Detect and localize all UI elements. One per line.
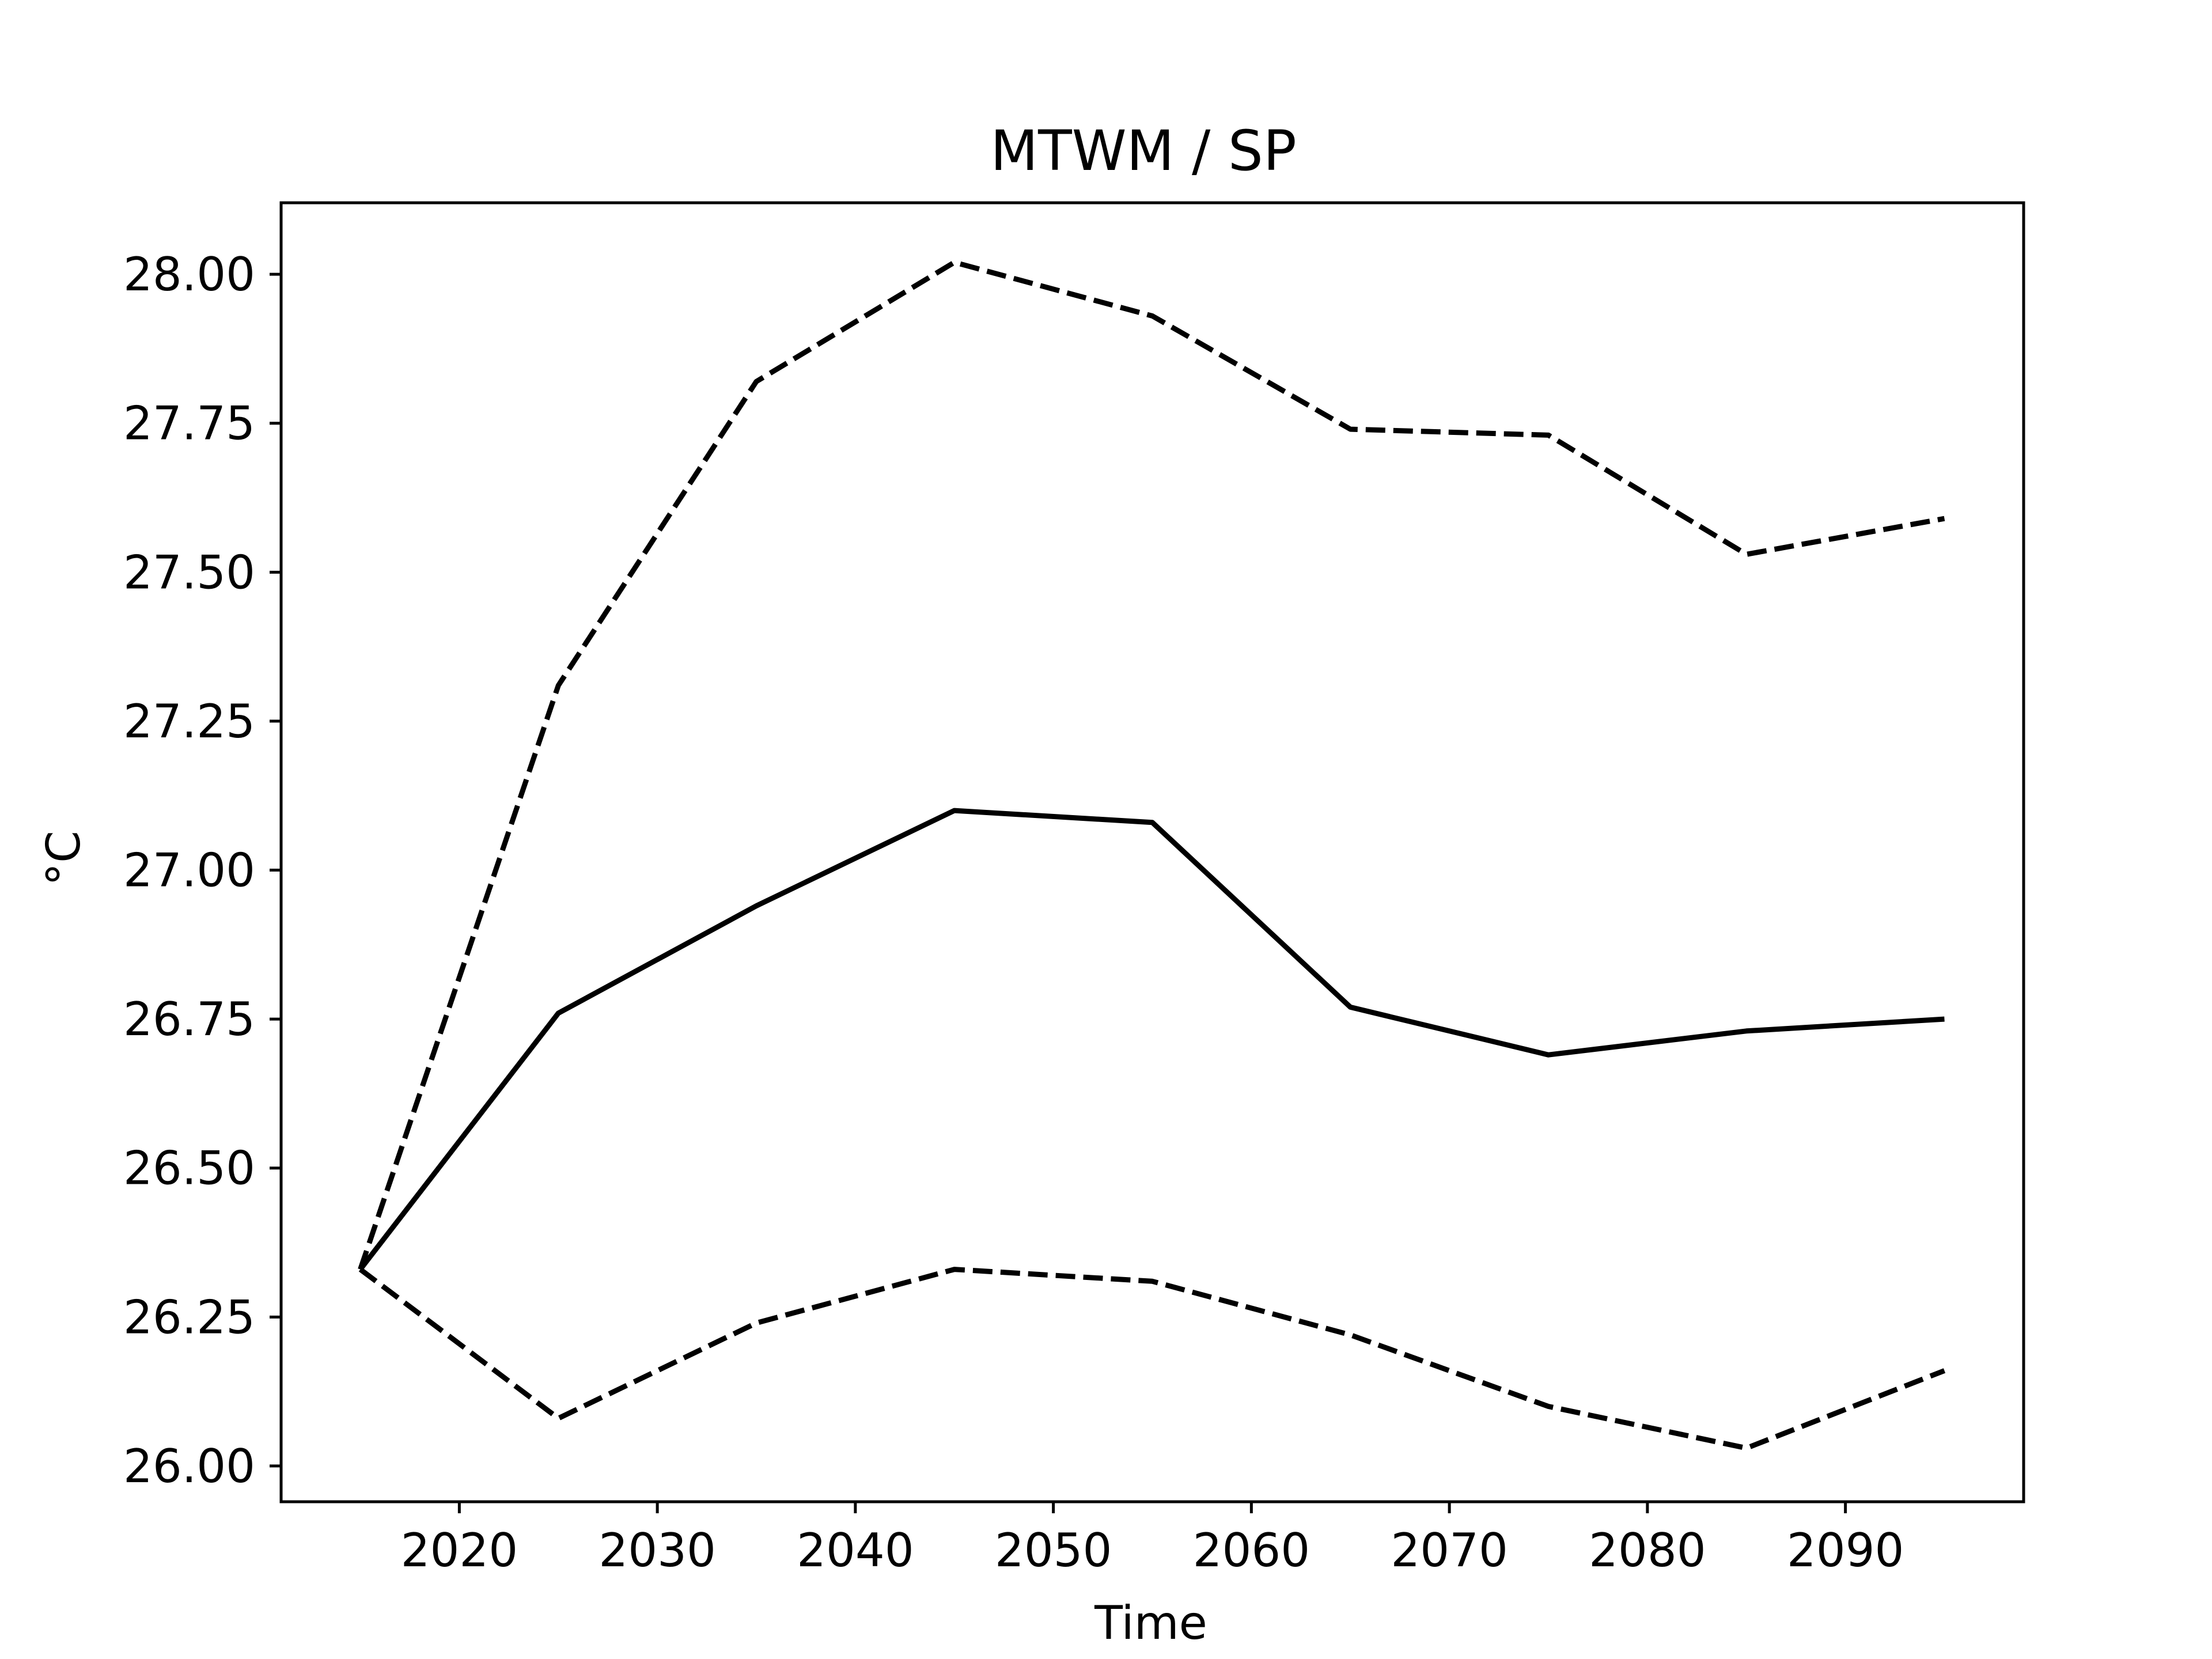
y-tick-label: 26.75 xyxy=(123,993,255,1046)
y-tick-label: 27.75 xyxy=(123,397,255,450)
plot-frame xyxy=(279,201,2025,1503)
x-tick-label: 2080 xyxy=(1589,1524,1706,1577)
y-axis-label: °C xyxy=(37,831,90,886)
y-tick-label: 27.00 xyxy=(123,844,255,897)
y-tick-label: 26.50 xyxy=(123,1142,255,1195)
x-tick-label: 2060 xyxy=(1193,1524,1310,1577)
y-axis: 26.00 26.25 26.50 26.75 27.00 27.25 27.50 27.75… xyxy=(123,248,281,1493)
series-line-1 xyxy=(358,808,1945,1271)
y-tick-label: 26.00 xyxy=(123,1440,255,1493)
y-tick-label: 27.25 xyxy=(123,695,255,748)
y-tick-label: 27.50 xyxy=(123,546,255,599)
y-tick-label: 28.00 xyxy=(123,248,255,301)
x-axis-label: Time xyxy=(1094,1596,1207,1650)
series-line-3 xyxy=(358,1267,1946,1451)
x-tick-label: 2020 xyxy=(401,1524,518,1577)
x-tick-label: 2030 xyxy=(599,1524,716,1577)
x-tick-label: 2040 xyxy=(797,1524,914,1577)
x-axis: 2020 2030 2040 2050 2060 2070 2080 2090 xyxy=(401,1502,1904,1577)
y-tick-label: 26.25 xyxy=(123,1290,255,1344)
series-layer xyxy=(358,259,1946,1451)
chart-title: MTWM / SP xyxy=(990,119,1296,183)
x-tick-label: 2070 xyxy=(1391,1524,1508,1577)
plot-area xyxy=(281,203,2024,1502)
series-line-2 xyxy=(358,259,1945,1271)
x-tick-label: 2090 xyxy=(1787,1524,1904,1577)
x-tick-label: 2050 xyxy=(995,1524,1112,1577)
